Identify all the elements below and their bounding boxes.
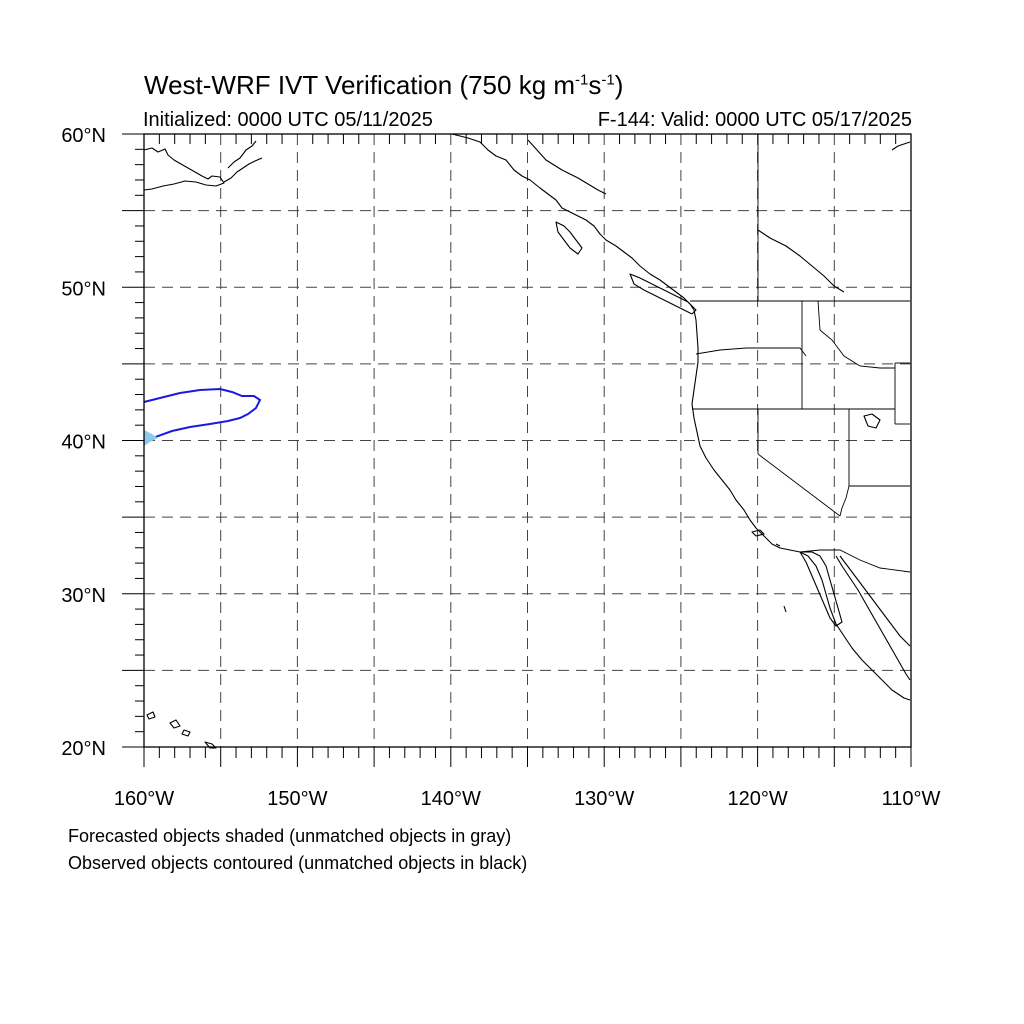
lon-label: 130°W	[574, 788, 634, 810]
lat-label: 60°N	[61, 125, 106, 147]
wa-or-border	[695, 347, 807, 357]
hawaii-island-big	[204, 741, 217, 749]
alaska-coast-east	[227, 140, 257, 169]
forecast-object-shaded	[144, 430, 158, 446]
great-salt-lake	[863, 413, 881, 429]
political-borders	[690, 134, 911, 573]
hawaii-island-3	[181, 729, 191, 737]
lat-label: 30°N	[61, 585, 106, 607]
legend-forecast-note: Forecasted objects shaded (unmatched obj…	[68, 826, 512, 846]
baja-peninsula	[799, 551, 843, 627]
title-sup-2: -1	[601, 71, 615, 89]
az-nv-border	[839, 485, 850, 517]
id-mt-border	[817, 300, 821, 331]
bc-coast	[451, 133, 695, 311]
aleutian-islands	[223, 157, 263, 183]
lat-label: 50°N	[61, 278, 106, 300]
title-close: )	[614, 70, 624, 100]
initialized-label: Initialized: 0000 UTC 05/11/2025	[143, 109, 433, 131]
id-mt-border-2	[819, 329, 895, 369]
observed-object-contour	[143, 387, 262, 443]
lat-label: 40°N	[61, 432, 106, 454]
us-west-coast	[691, 309, 911, 701]
legend-observed-note: Observed objects contoured (unmatched ob…	[68, 853, 528, 873]
hawaii-island-2	[169, 719, 181, 729]
lon-label: 150°W	[267, 788, 327, 810]
vancouver-island	[629, 273, 697, 315]
lon-label: 140°W	[421, 788, 481, 810]
alaska-coast-ne	[891, 141, 911, 151]
grid-lines	[144, 134, 911, 747]
queen-charlotte-islands	[555, 221, 583, 255]
alaska-coast	[143, 147, 225, 191]
axis-ticks	[122, 133, 912, 767]
lon-label: 110°W	[882, 788, 941, 810]
us-mexico-border	[799, 549, 911, 573]
lon-label: 160°W	[114, 788, 174, 810]
hawaii-island-1	[146, 711, 156, 720]
gulf-of-california	[835, 555, 911, 681]
mexico-mainland-coast	[839, 555, 911, 647]
title-text: West-WRF IVT Verification (750 kg m	[144, 70, 576, 100]
latitude-labels: 20°N 30°N 40°N 50°N 60°N	[61, 125, 106, 760]
nv-ca-diag	[757, 453, 841, 517]
valid-label: F-144: Valid: 0000 UTC 05/17/2025	[597, 109, 912, 131]
title-sup-1: -1	[575, 71, 589, 89]
channel-islands	[751, 529, 787, 613]
lat-label: 20°N	[61, 738, 106, 760]
lon-label: 120°W	[727, 788, 787, 810]
canada-alaska-border	[527, 139, 607, 195]
canada-river	[757, 229, 845, 293]
longitude-labels: 160°W 150°W 140°W 130°W 120°W 110°W	[114, 788, 941, 810]
map-title: West-WRF IVT Verification (750 kg m-1s-1…	[144, 70, 623, 101]
title-s: s	[588, 70, 602, 100]
coastlines	[143, 133, 911, 749]
